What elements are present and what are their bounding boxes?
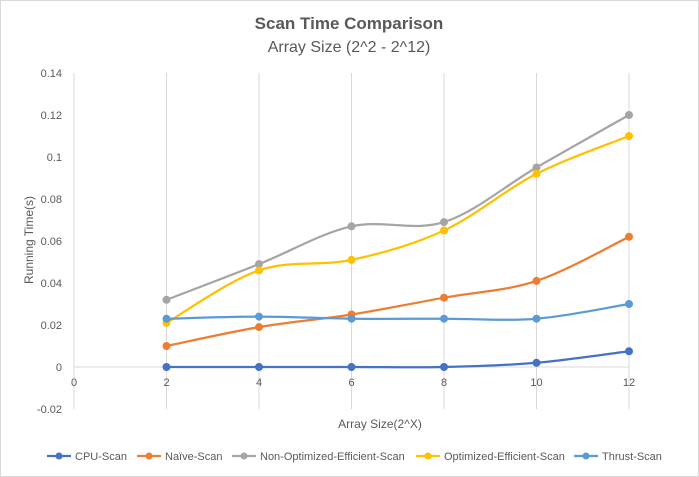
data-point — [532, 314, 541, 323]
legend: CPU-Scan Naïve-Scan Non-Optimized-Efficien… — [47, 451, 662, 463]
data-point — [162, 295, 171, 304]
series-na-ve-scan — [162, 232, 633, 350]
y-axis-ticks: -0.02 0 0.02 0.04 0.06 0.08 0.1 0.12 0.14 — [37, 68, 62, 416]
data-point — [440, 218, 448, 227]
legend-swatch-marker — [145, 452, 153, 460]
data-point — [347, 255, 356, 264]
data-point — [347, 222, 356, 231]
y-tick-label: -0.02 — [37, 404, 62, 416]
x-axis-ticks: 0 2 4 6 8 10 12 — [71, 377, 635, 389]
data-point — [162, 363, 171, 371]
x-tick-label: 0 — [71, 377, 77, 389]
data-point — [162, 314, 171, 323]
legend-item: Optimized-Efficient-Scan — [416, 451, 565, 463]
y-tick-label: 0.1 — [47, 152, 62, 164]
y-axis-label: Running Time(s) — [22, 196, 36, 284]
y-tick-label: 0.06 — [41, 236, 62, 248]
legend-item: CPU-Scan — [47, 451, 127, 463]
data-point — [440, 293, 448, 302]
data-point — [625, 111, 633, 119]
y-tick-label: 0.04 — [41, 278, 62, 290]
y-tick-label: 0.02 — [41, 320, 62, 332]
data-point — [625, 232, 633, 241]
series-non-optimized-efficient-scan — [162, 111, 633, 304]
grid — [73, 73, 630, 409]
data-point — [532, 276, 541, 285]
data-point — [162, 342, 171, 350]
data-point — [255, 312, 263, 321]
data-point — [255, 266, 263, 275]
data-point — [440, 314, 448, 323]
data-point — [440, 363, 448, 371]
data-point — [625, 347, 633, 356]
chart-subtitle: Array Size (2^2 - 2^12) — [268, 39, 431, 56]
legend-label: CPU-Scan — [75, 451, 127, 463]
y-tick-label: 0.14 — [41, 68, 62, 80]
data-point — [440, 226, 448, 235]
x-tick-label: 8 — [441, 377, 447, 389]
series-line — [166, 114, 630, 301]
series-line — [165, 134, 630, 324]
y-tick-label: 0 — [56, 362, 62, 374]
legend-swatch-marker — [240, 452, 248, 460]
legend-item: Naïve-Scan — [137, 451, 222, 463]
series-lines — [162, 111, 633, 371]
series-line — [166, 350, 630, 369]
series-line — [166, 302, 630, 321]
legend-swatch-marker — [55, 452, 63, 460]
legend-swatch-marker — [582, 452, 590, 460]
legend-swatch-marker — [424, 452, 432, 460]
x-tick-label: 10 — [530, 377, 542, 389]
x-tick-label: 4 — [256, 377, 262, 389]
series-line — [166, 235, 630, 348]
data-point — [625, 300, 633, 308]
data-point — [255, 323, 263, 332]
x-tick-label: 12 — [623, 377, 635, 389]
x-tick-label: 6 — [348, 377, 354, 389]
y-tick-label: 0.08 — [41, 194, 62, 206]
data-point — [347, 314, 356, 323]
chart-title: Scan Time Comparison — [255, 14, 444, 33]
series-optimized-efficient-scan — [162, 132, 633, 327]
x-axis-label: Array Size(2^X) — [338, 417, 422, 431]
legend-label: Optimized-Efficient-Scan — [444, 451, 565, 463]
data-point — [532, 169, 541, 178]
legend-label: Naïve-Scan — [165, 451, 222, 463]
y-tick-label: 0.12 — [41, 110, 62, 122]
data-point — [347, 363, 356, 371]
series-thrust-scan — [162, 300, 633, 323]
legend-label: Non-Optimized-Efficient-Scan — [260, 451, 405, 463]
data-point — [532, 358, 541, 367]
legend-item: Non-Optimized-Efficient-Scan — [232, 451, 405, 463]
x-tick-label: 2 — [163, 377, 169, 389]
data-point — [255, 363, 263, 371]
legend-label: Thrust-Scan — [602, 451, 662, 463]
series-cpu-scan — [162, 347, 633, 371]
legend-item: Thrust-Scan — [574, 451, 662, 463]
data-point — [625, 132, 633, 140]
